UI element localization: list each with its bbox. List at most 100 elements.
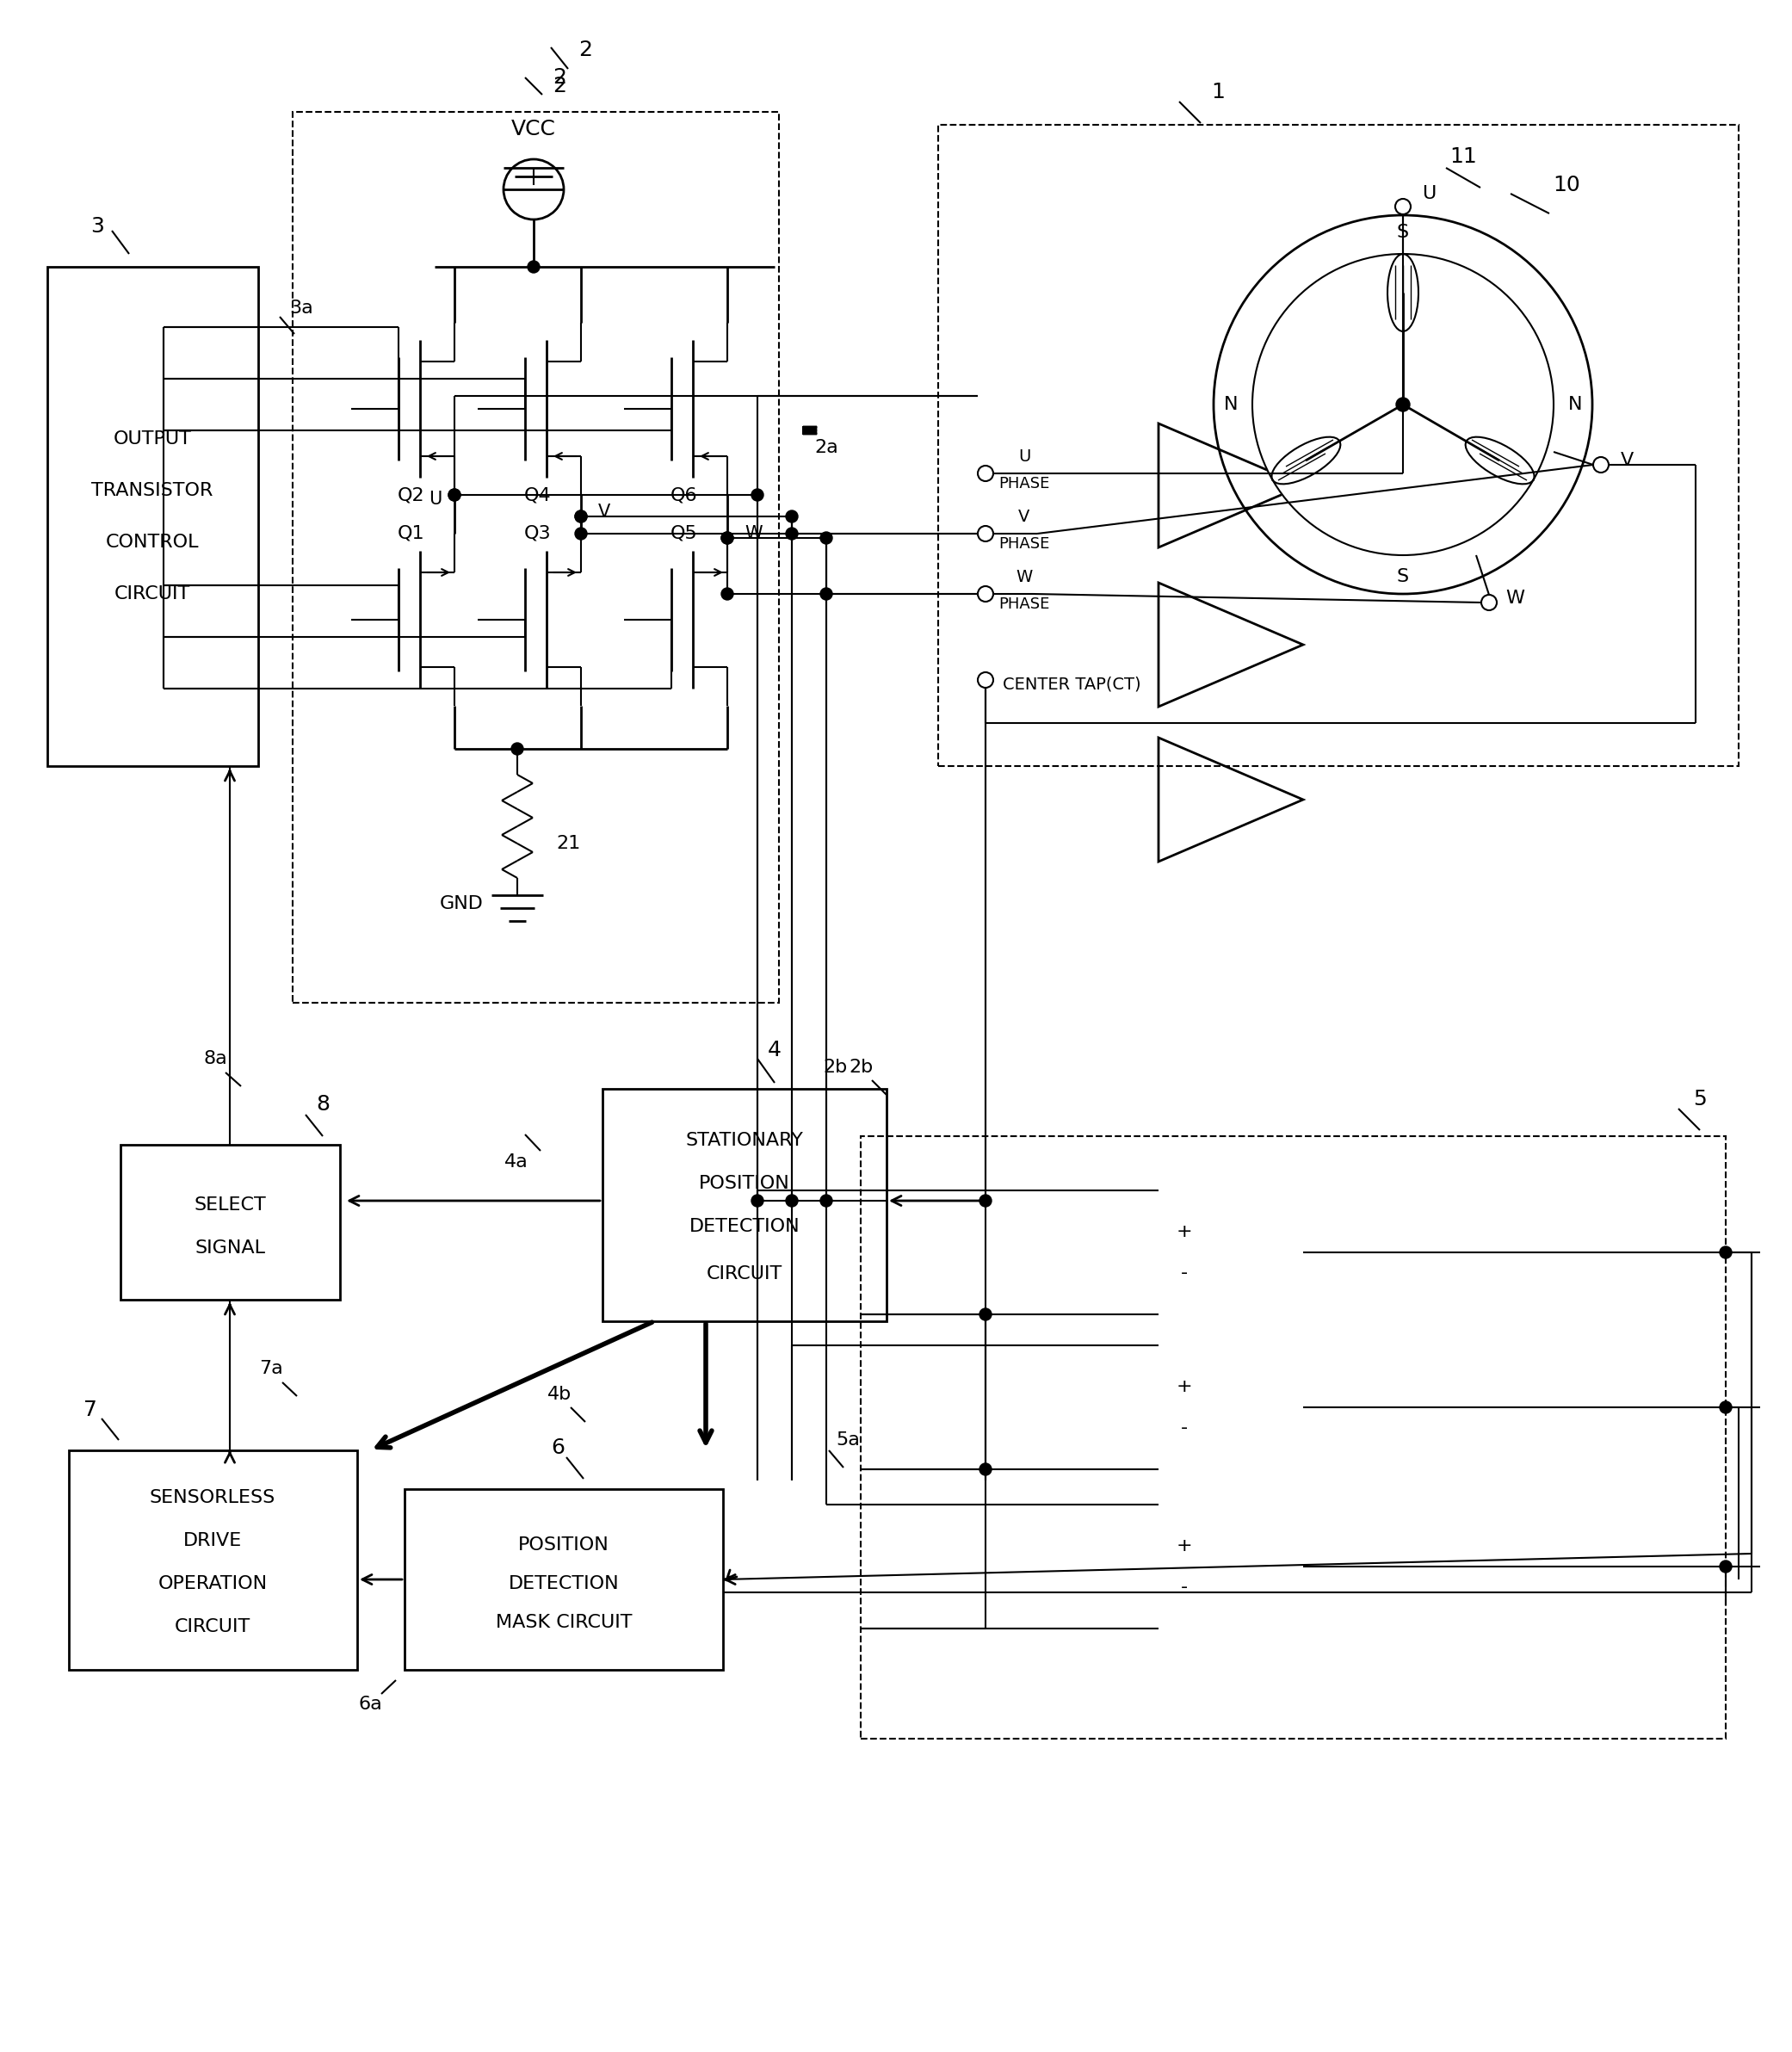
Text: DETECTION: DETECTION — [509, 1576, 618, 1592]
Circle shape — [1720, 1246, 1731, 1258]
Circle shape — [787, 511, 797, 523]
Circle shape — [1720, 1560, 1731, 1572]
Circle shape — [1396, 398, 1410, 412]
Text: CONTROL: CONTROL — [106, 534, 199, 550]
Circle shape — [720, 531, 733, 544]
Bar — [47, 267, 258, 765]
Circle shape — [575, 527, 588, 540]
Circle shape — [787, 1194, 797, 1207]
Text: +: + — [1176, 1537, 1192, 1555]
Text: 1: 1 — [1211, 82, 1224, 103]
Circle shape — [980, 1309, 991, 1319]
Text: 5a: 5a — [835, 1432, 860, 1449]
Text: -: - — [1181, 1420, 1188, 1436]
Text: CENTER TAP(CT): CENTER TAP(CT) — [1002, 675, 1142, 692]
Circle shape — [1253, 254, 1554, 556]
Circle shape — [980, 1194, 991, 1207]
Text: N: N — [1224, 396, 1238, 412]
Text: Q5: Q5 — [670, 525, 697, 542]
Circle shape — [1396, 199, 1410, 213]
Circle shape — [511, 743, 523, 755]
Circle shape — [980, 1463, 991, 1475]
Text: 21: 21 — [557, 835, 581, 852]
Text: TRANSISTOR: TRANSISTOR — [91, 482, 213, 499]
Text: Q6: Q6 — [670, 486, 697, 503]
Text: 2: 2 — [579, 39, 591, 60]
Text: DRIVE: DRIVE — [183, 1533, 242, 1549]
Text: PHASE: PHASE — [998, 536, 1050, 552]
Text: CIRCUIT: CIRCUIT — [174, 1619, 251, 1635]
Circle shape — [978, 525, 993, 542]
Text: -: - — [1181, 1264, 1188, 1282]
Text: VCC: VCC — [511, 119, 556, 140]
Circle shape — [448, 488, 461, 501]
Text: POSITION: POSITION — [518, 1537, 609, 1553]
Text: 6: 6 — [550, 1438, 564, 1459]
Circle shape — [575, 511, 588, 523]
Circle shape — [1593, 458, 1609, 472]
Bar — [120, 1145, 340, 1299]
Bar — [68, 1451, 357, 1670]
Text: GND: GND — [439, 895, 484, 913]
Text: 3a: 3a — [289, 300, 314, 316]
Text: W: W — [744, 525, 762, 542]
Bar — [939, 125, 1738, 765]
Circle shape — [575, 511, 588, 523]
Circle shape — [978, 466, 993, 480]
Circle shape — [821, 1194, 831, 1207]
Text: V: V — [1018, 509, 1030, 525]
Text: 8: 8 — [315, 1094, 330, 1114]
Circle shape — [751, 488, 763, 501]
Text: DETECTION: DETECTION — [690, 1219, 799, 1235]
Text: U: U — [1018, 447, 1030, 464]
Text: -: - — [1181, 1578, 1188, 1596]
Text: N: N — [1568, 396, 1582, 412]
Circle shape — [821, 531, 831, 544]
Circle shape — [978, 673, 993, 687]
Text: SENSORLESS: SENSORLESS — [151, 1490, 276, 1506]
Text: POSITION: POSITION — [699, 1176, 790, 1192]
Text: +: + — [1176, 1379, 1192, 1395]
Text: 2b: 2b — [849, 1059, 873, 1075]
Text: Q3: Q3 — [525, 525, 552, 542]
Text: Q1: Q1 — [398, 525, 425, 542]
Text: 2: 2 — [552, 68, 566, 88]
Circle shape — [821, 587, 831, 599]
Text: PHASE: PHASE — [998, 476, 1050, 492]
Circle shape — [978, 587, 993, 601]
Circle shape — [787, 527, 797, 540]
Text: CIRCUIT: CIRCUIT — [115, 585, 190, 603]
Text: Q4: Q4 — [525, 486, 552, 503]
Circle shape — [1482, 595, 1496, 609]
Text: 2a: 2a — [814, 439, 839, 456]
Text: CIRCUIT: CIRCUIT — [706, 1266, 783, 1282]
Text: PHASE: PHASE — [998, 597, 1050, 611]
Text: U: U — [1421, 185, 1435, 203]
Text: OUTPUT: OUTPUT — [113, 431, 192, 447]
Circle shape — [527, 261, 539, 273]
Circle shape — [1720, 1402, 1731, 1414]
Bar — [292, 113, 780, 1003]
Bar — [602, 1090, 887, 1321]
Text: 8a: 8a — [202, 1051, 228, 1067]
Text: SELECT: SELECT — [194, 1196, 265, 1213]
Text: U: U — [428, 490, 443, 507]
Text: 6a: 6a — [358, 1695, 382, 1713]
Bar — [860, 1137, 1726, 1738]
Text: V: V — [1620, 451, 1633, 470]
Text: 4: 4 — [767, 1040, 781, 1061]
Text: 2b: 2b — [823, 1059, 848, 1075]
Bar — [405, 1490, 722, 1670]
Text: S: S — [1398, 568, 1409, 585]
Circle shape — [720, 531, 733, 544]
Text: 4a: 4a — [505, 1153, 529, 1170]
Text: MASK CIRCUIT: MASK CIRCUIT — [496, 1613, 633, 1631]
Text: 3: 3 — [90, 215, 104, 236]
Text: V: V — [599, 503, 611, 521]
Text: S: S — [1398, 224, 1409, 240]
Text: +: + — [1176, 1223, 1192, 1239]
Text: 10: 10 — [1554, 174, 1581, 195]
Text: SIGNAL: SIGNAL — [195, 1239, 265, 1256]
Text: Q2: Q2 — [398, 486, 425, 503]
Text: 7a: 7a — [260, 1360, 283, 1377]
